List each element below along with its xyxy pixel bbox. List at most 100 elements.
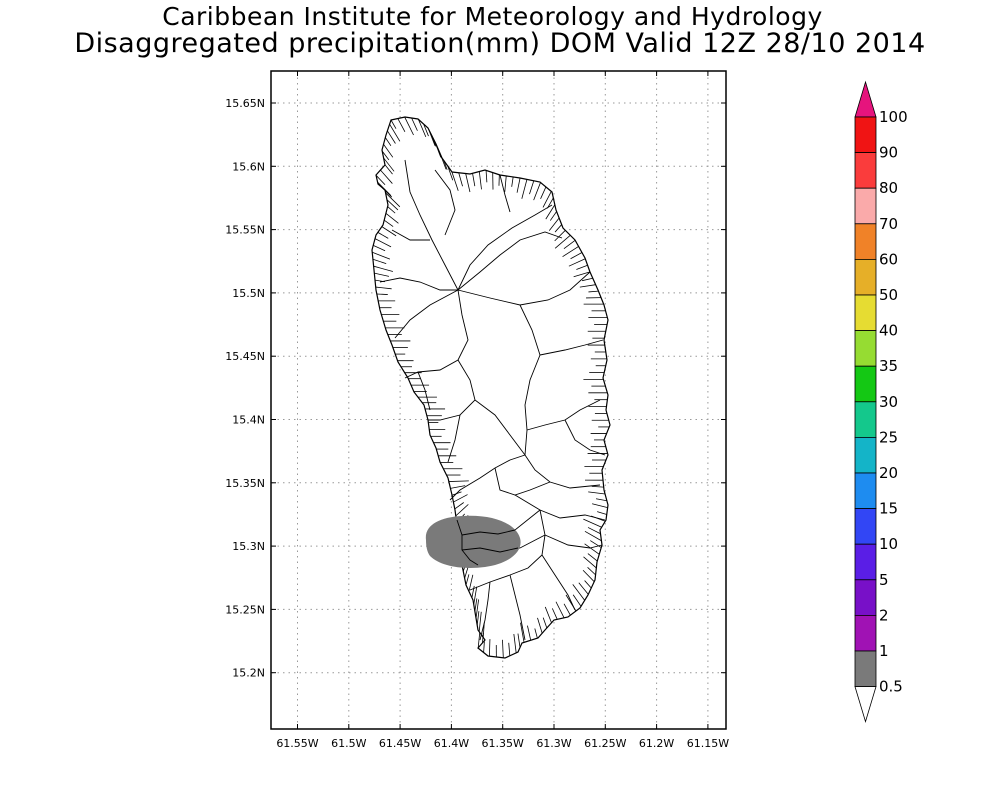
drainage-line <box>478 171 482 190</box>
lat-tick-label: 15.5N <box>232 287 265 300</box>
drainage-line <box>563 239 576 249</box>
drainage-line <box>384 164 393 175</box>
drainage-line <box>537 617 543 634</box>
drainage-line <box>375 175 386 186</box>
drainage-line <box>595 498 607 502</box>
drainage-line <box>508 642 511 656</box>
lat-tick-label: 15.6N <box>232 160 265 173</box>
drainage-line <box>548 217 560 231</box>
lon-tick-label: 61.4W <box>434 737 469 750</box>
drainage-line <box>562 246 579 258</box>
drainage-line <box>554 234 571 249</box>
colorbar-swatch <box>854 579 877 616</box>
lon-tick-label: 61.3W <box>536 737 571 750</box>
drainage-line <box>465 574 470 586</box>
lon-tick-label: 61.45W <box>379 737 421 750</box>
drainage-line <box>450 485 466 489</box>
colorbar-label: 30 <box>879 393 898 411</box>
drainage-line <box>478 611 482 632</box>
lat-tick-label: 15.3N <box>232 540 265 553</box>
drainage-line <box>386 199 399 211</box>
drainage-line <box>397 118 406 132</box>
colorbar-swatch <box>854 223 877 260</box>
drainage-line <box>549 211 557 221</box>
drainage-line <box>418 119 427 138</box>
drainage-line <box>542 191 552 208</box>
drainage-line <box>582 569 595 582</box>
drainage-line <box>540 186 547 199</box>
drainage-line <box>516 177 521 193</box>
drainage-line <box>489 639 491 657</box>
drainage-line <box>440 154 447 170</box>
colorbar-swatch <box>854 436 877 474</box>
drainage-line <box>443 160 448 170</box>
drainage-line <box>485 170 488 183</box>
drainage-line <box>504 175 507 192</box>
drainage-line <box>584 580 592 589</box>
drainage-line <box>465 173 471 193</box>
drainage-line <box>428 128 436 146</box>
colorbar-over-arrow <box>854 80 877 118</box>
drainage-line <box>542 617 548 629</box>
lat-tick-label: 15.4N <box>232 414 265 427</box>
drainage-line <box>453 494 468 503</box>
precipitation-area <box>425 515 521 568</box>
colorbar-swatch <box>854 187 877 225</box>
drainage-line <box>374 272 390 277</box>
drainage-line <box>588 290 599 293</box>
drainage-line <box>458 172 463 187</box>
drainage-line <box>447 165 454 181</box>
colorbar-label: 60 <box>879 250 898 268</box>
colorbar-label: 15 <box>879 500 898 518</box>
drainage-line <box>411 117 418 131</box>
drainage-line <box>563 603 571 616</box>
drainage-line <box>448 480 469 482</box>
drainage-line <box>554 224 562 233</box>
drainage-line <box>372 258 387 265</box>
colorbar-swatch <box>854 330 877 367</box>
drainage-line <box>597 511 607 515</box>
drainage-line <box>545 204 556 220</box>
drainage-line <box>588 491 606 495</box>
colorbar-label: 5 <box>879 571 889 589</box>
drainage-line <box>387 206 396 214</box>
colorbar-label: 100 <box>879 108 908 126</box>
colorbar-label: 20 <box>879 464 898 482</box>
coastal-drainage-lines <box>372 116 610 658</box>
drainage-line <box>517 633 521 648</box>
drainage-line <box>587 527 601 535</box>
drainage-line <box>423 123 429 137</box>
drainage-line <box>554 230 566 242</box>
colorbar-label: 50 <box>879 286 898 304</box>
drainage-line <box>544 606 552 623</box>
drainage-line <box>375 286 392 290</box>
drainage-line <box>572 594 582 607</box>
drainage-line <box>565 594 577 612</box>
drainage-line <box>376 293 388 295</box>
drainage-line <box>380 169 393 184</box>
drainage-line <box>381 226 397 237</box>
colorbar-under-arrow <box>854 686 877 723</box>
drainage-line <box>372 251 391 260</box>
drainage-line <box>471 585 475 598</box>
colorbar-swatch <box>854 508 877 545</box>
drainage-line <box>373 265 393 272</box>
lon-tick-label: 61.2W <box>639 737 674 750</box>
drainage-line <box>578 582 589 595</box>
drainage-line <box>476 611 480 626</box>
drainage-line <box>592 503 608 508</box>
drainage-line <box>385 213 399 224</box>
drainage-line <box>570 252 583 260</box>
colorbar-label: 80 <box>879 179 898 197</box>
drainage-line <box>381 150 390 161</box>
colorbar-label: 70 <box>879 215 898 233</box>
drainage-line <box>533 182 541 201</box>
colorbar-swatch <box>854 472 877 509</box>
drainage-line <box>576 264 588 270</box>
drainage-line <box>534 628 538 639</box>
drainage-line <box>521 179 528 199</box>
lon-tick-label: 61.25W <box>584 737 626 750</box>
drainage-line <box>590 540 602 548</box>
colorbar-swatch <box>854 543 877 581</box>
colorbar-swatch <box>854 650 877 687</box>
